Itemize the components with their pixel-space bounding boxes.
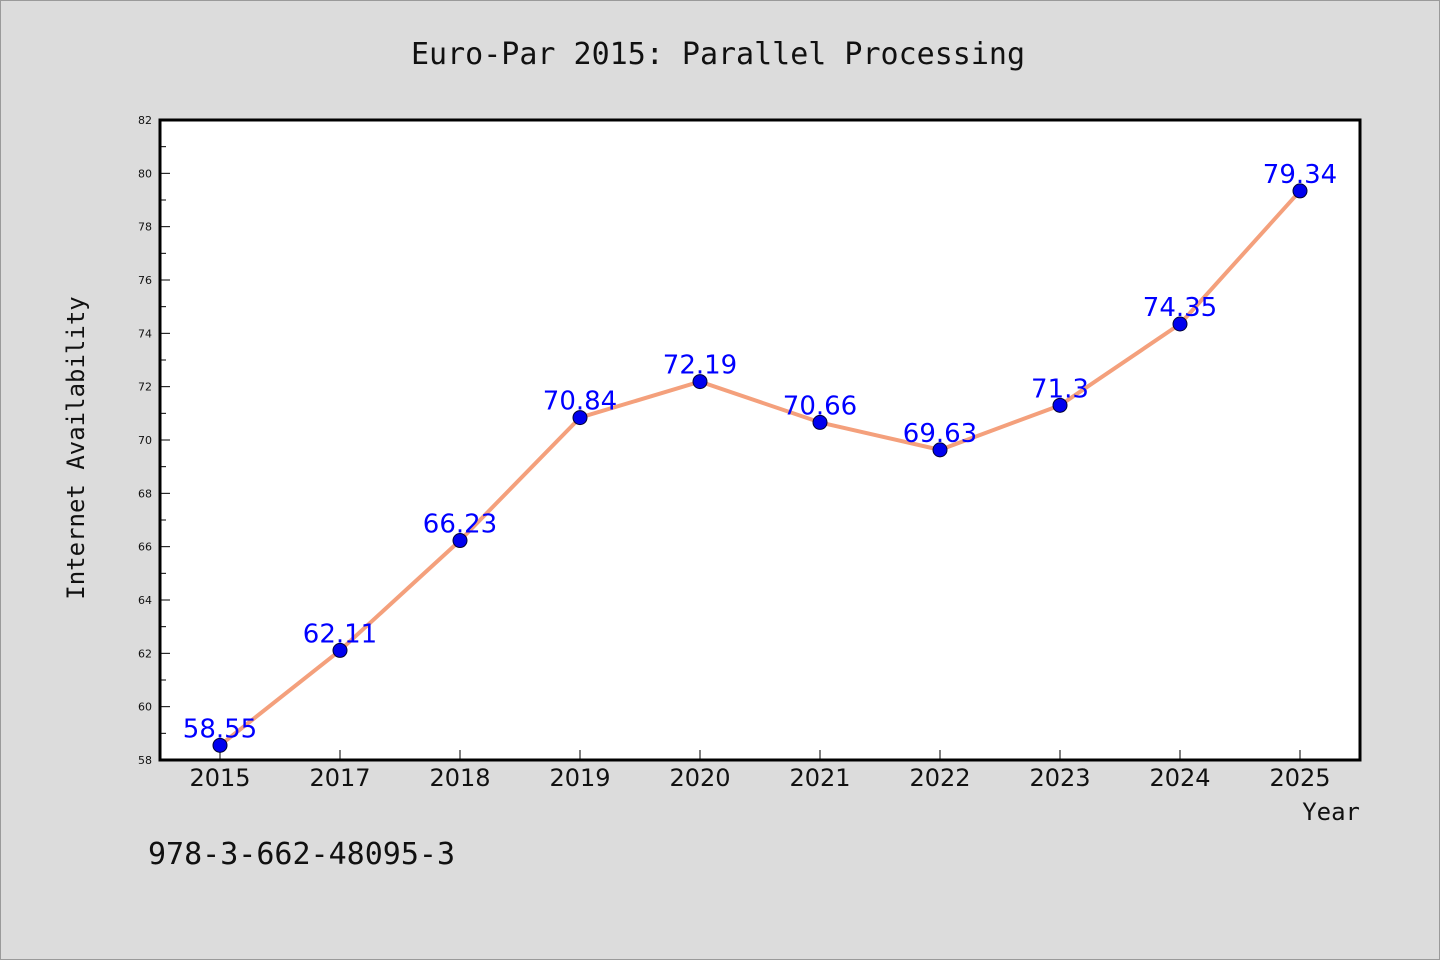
y-tick-label: 74 <box>138 327 152 340</box>
series-line <box>218 189 1302 747</box>
y-tick-label: 68 <box>138 487 152 500</box>
plot-border <box>158 118 1362 762</box>
y-tick-label: 82 <box>138 114 152 127</box>
y-axis-label: Internet Availability <box>62 296 90 599</box>
data-point <box>1172 316 1188 332</box>
x-axis: 2015 2017 2018 2019 2020 2021 2022 2023 2024 2025 <box>189 750 1331 792</box>
x-tick-label: 2023 <box>1029 764 1090 792</box>
x-tick-label: 2015 <box>189 764 250 792</box>
isbn-footnote: 978-3-662-48095-3 <box>148 837 455 872</box>
data-point <box>212 737 228 753</box>
data-point <box>812 414 828 430</box>
data-point <box>932 442 948 458</box>
data-point <box>332 642 348 658</box>
data-label: 62.11 <box>303 619 377 649</box>
x-tick-label: 2025 <box>1269 764 1330 792</box>
x-tick-label: 2022 <box>909 764 970 792</box>
x-tick-label: 2024 <box>1149 764 1210 792</box>
y-tick-label: 66 <box>138 541 152 554</box>
data-label: 58.55 <box>183 714 257 744</box>
y-tick-label: 72 <box>138 381 152 394</box>
y-tick-label: 70 <box>138 434 152 447</box>
data-label: 74.35 <box>1143 293 1217 323</box>
data-point <box>1292 183 1308 199</box>
y-axis: 58 60 62 64 66 68 70 72 74 76 78 80 82 <box>138 114 170 767</box>
data-point <box>1052 397 1068 413</box>
data-label: 79.34 <box>1263 160 1337 190</box>
data-label: 69.63 <box>903 419 977 449</box>
y-tick-label: 58 <box>138 754 152 767</box>
x-tick-label: 2018 <box>429 764 490 792</box>
series-layer: 58.55 62.11 66.23 70.84 72.19 70.66 69.63 71.3 7… <box>183 160 1337 753</box>
y-tick-label: 60 <box>138 701 152 714</box>
chart-title: Euro-Par 2015: Parallel Processing <box>411 37 1025 72</box>
data-label: 71.3 <box>1031 374 1089 404</box>
data-point <box>452 533 468 549</box>
y-tick-label: 80 <box>138 167 152 180</box>
y-tick-label: 78 <box>138 221 152 234</box>
x-tick-label: 2017 <box>309 764 370 792</box>
data-point <box>572 410 588 426</box>
x-tick-label: 2020 <box>669 764 730 792</box>
x-tick-label: 2019 <box>549 764 610 792</box>
y-tick-label: 64 <box>138 594 152 607</box>
data-label: 72.19 <box>663 351 737 381</box>
y-tick-label: 76 <box>138 274 152 287</box>
data-label: 70.84 <box>543 387 617 417</box>
plot-area <box>160 120 1360 760</box>
data-point <box>692 374 708 390</box>
x-tick-label: 2021 <box>789 764 850 792</box>
data-label: 70.66 <box>783 391 857 421</box>
y-tick-label: 62 <box>138 647 152 660</box>
data-label: 66.23 <box>423 510 497 540</box>
x-axis-label: Year <box>1302 798 1360 826</box>
